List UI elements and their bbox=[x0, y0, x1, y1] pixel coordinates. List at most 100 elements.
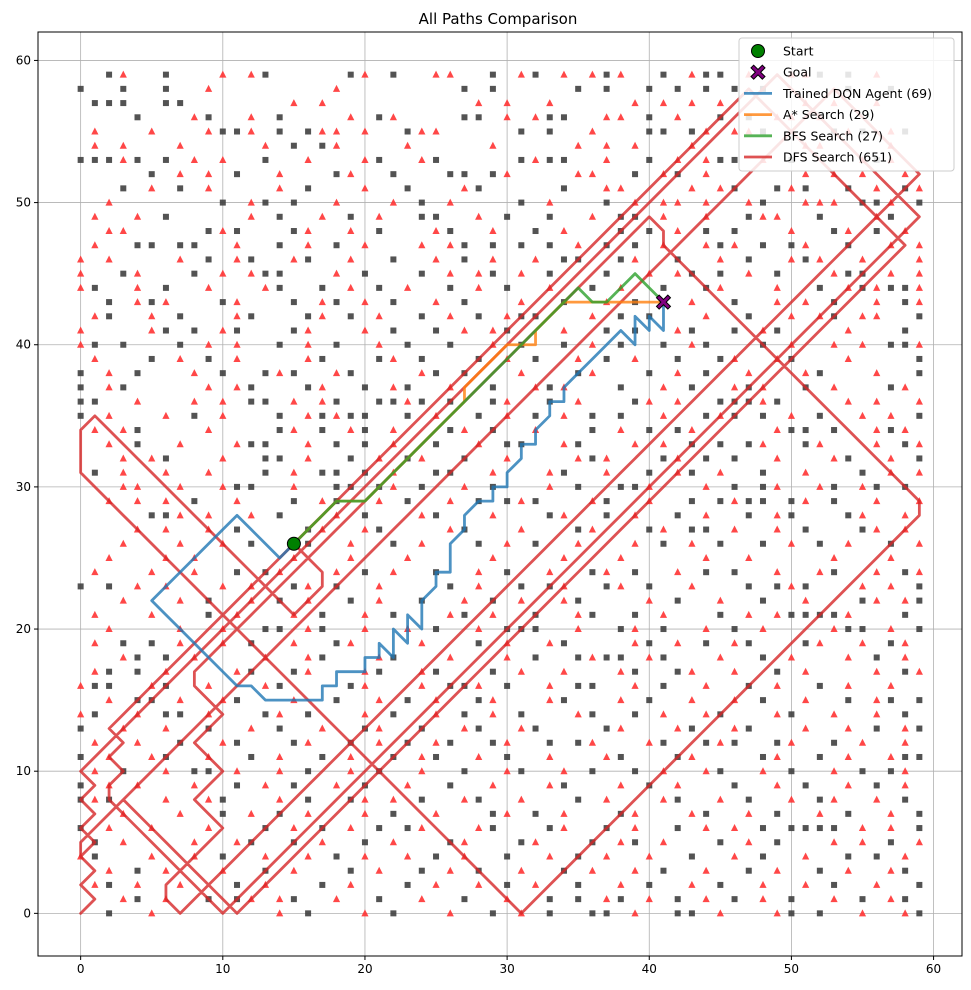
obstacle-marker bbox=[162, 455, 169, 462]
obstacle-marker bbox=[816, 682, 823, 689]
hazard-marker bbox=[418, 511, 426, 519]
hazard-marker bbox=[531, 113, 540, 121]
hazard-marker bbox=[645, 852, 653, 860]
obstacle-marker bbox=[603, 85, 610, 92]
hazard-marker bbox=[204, 511, 213, 519]
obstacle-marker bbox=[489, 171, 496, 178]
hazard-marker bbox=[858, 582, 867, 590]
obstacle-marker bbox=[290, 199, 297, 206]
hazard-marker bbox=[247, 70, 255, 78]
hazard-marker bbox=[560, 411, 568, 419]
obstacle-marker bbox=[532, 498, 539, 505]
obstacle-marker bbox=[831, 611, 838, 618]
hazard-marker bbox=[702, 681, 710, 689]
obstacle-marker bbox=[376, 896, 383, 903]
hazard-marker bbox=[901, 639, 909, 647]
hazard-marker bbox=[659, 610, 668, 618]
y-tick-label: 30 bbox=[16, 480, 31, 494]
legend-label: DFS Search (651) bbox=[783, 150, 892, 165]
obstacle-marker bbox=[361, 427, 368, 434]
hazard-marker bbox=[759, 212, 767, 220]
obstacle-marker bbox=[191, 242, 198, 249]
obstacle-marker bbox=[816, 825, 823, 832]
hazard-marker bbox=[787, 411, 796, 419]
obstacle-marker bbox=[646, 469, 653, 476]
hazard-marker bbox=[887, 752, 895, 760]
hazard-marker bbox=[688, 809, 696, 817]
hazard-marker bbox=[858, 411, 867, 419]
obstacle-marker bbox=[745, 512, 752, 519]
obstacle-marker bbox=[831, 825, 838, 832]
hazard-marker bbox=[873, 440, 881, 448]
hazard-marker bbox=[659, 440, 668, 448]
hazard-marker bbox=[546, 681, 554, 689]
hazard-marker bbox=[233, 383, 241, 391]
hazard-marker bbox=[773, 909, 781, 917]
hazard-marker bbox=[105, 824, 113, 832]
hazard-marker bbox=[332, 84, 341, 92]
obstacle-marker bbox=[759, 825, 766, 832]
hazard-marker bbox=[560, 596, 568, 604]
obstacle-marker bbox=[219, 299, 226, 306]
obstacle-marker bbox=[248, 441, 255, 448]
obstacle-marker bbox=[546, 825, 553, 832]
hazard-marker bbox=[460, 184, 469, 192]
hazard-marker bbox=[631, 809, 639, 817]
hazard-marker bbox=[574, 454, 582, 462]
hazard-marker bbox=[460, 426, 469, 434]
obstacle-marker bbox=[518, 199, 525, 206]
hazard-marker bbox=[77, 710, 85, 718]
obstacle-marker bbox=[617, 626, 624, 633]
hazard-marker bbox=[503, 113, 511, 121]
obstacle-marker bbox=[262, 71, 269, 78]
obstacle-marker bbox=[717, 270, 724, 277]
obstacle-marker bbox=[532, 412, 539, 419]
hazard-marker bbox=[858, 824, 867, 832]
obstacle-marker bbox=[347, 213, 354, 220]
hazard-marker bbox=[830, 553, 838, 561]
obstacle-marker bbox=[745, 796, 752, 803]
hazard-marker bbox=[873, 426, 881, 434]
hazard-marker bbox=[105, 440, 113, 448]
obstacle-marker bbox=[788, 825, 795, 832]
hazard-marker bbox=[91, 241, 99, 249]
hazard-marker bbox=[802, 724, 810, 732]
hazard-marker bbox=[830, 795, 838, 803]
hazard-marker bbox=[674, 326, 682, 334]
hazard-marker bbox=[446, 909, 454, 917]
hazard-marker bbox=[347, 639, 355, 647]
obstacle-marker bbox=[731, 896, 738, 903]
hazard-marker bbox=[446, 70, 454, 78]
hazard-marker bbox=[546, 568, 554, 576]
hazard-marker bbox=[119, 539, 127, 547]
hazard-marker bbox=[645, 895, 653, 903]
hazard-marker bbox=[133, 497, 142, 505]
obstacle-marker bbox=[575, 483, 582, 490]
hazard-marker bbox=[844, 866, 852, 874]
hazard-marker bbox=[332, 141, 341, 149]
hazard-marker bbox=[347, 539, 355, 547]
hazard-marker bbox=[773, 681, 781, 689]
hazard-marker bbox=[77, 255, 85, 263]
obstacle-marker bbox=[447, 171, 454, 178]
obstacle-marker bbox=[106, 668, 113, 675]
obstacle-marker bbox=[390, 398, 397, 405]
obstacle-marker bbox=[290, 896, 297, 903]
obstacle-marker bbox=[219, 199, 226, 206]
hazard-marker bbox=[204, 383, 213, 391]
obstacle-marker bbox=[717, 768, 724, 775]
hazard-marker bbox=[773, 866, 781, 874]
hazard-marker bbox=[901, 426, 909, 434]
obstacle-marker bbox=[361, 384, 368, 391]
hazard-marker bbox=[773, 610, 781, 618]
path-line-2 bbox=[292, 272, 665, 546]
hazard-marker bbox=[247, 113, 255, 121]
hazard-marker bbox=[176, 880, 184, 888]
obstacle-marker bbox=[91, 711, 98, 718]
hazard-marker bbox=[148, 610, 156, 618]
hazard-marker bbox=[844, 610, 852, 618]
obstacle-marker bbox=[276, 284, 283, 291]
obstacle-marker bbox=[816, 213, 823, 220]
obstacle-marker bbox=[603, 654, 610, 661]
hazard-marker bbox=[802, 468, 810, 476]
